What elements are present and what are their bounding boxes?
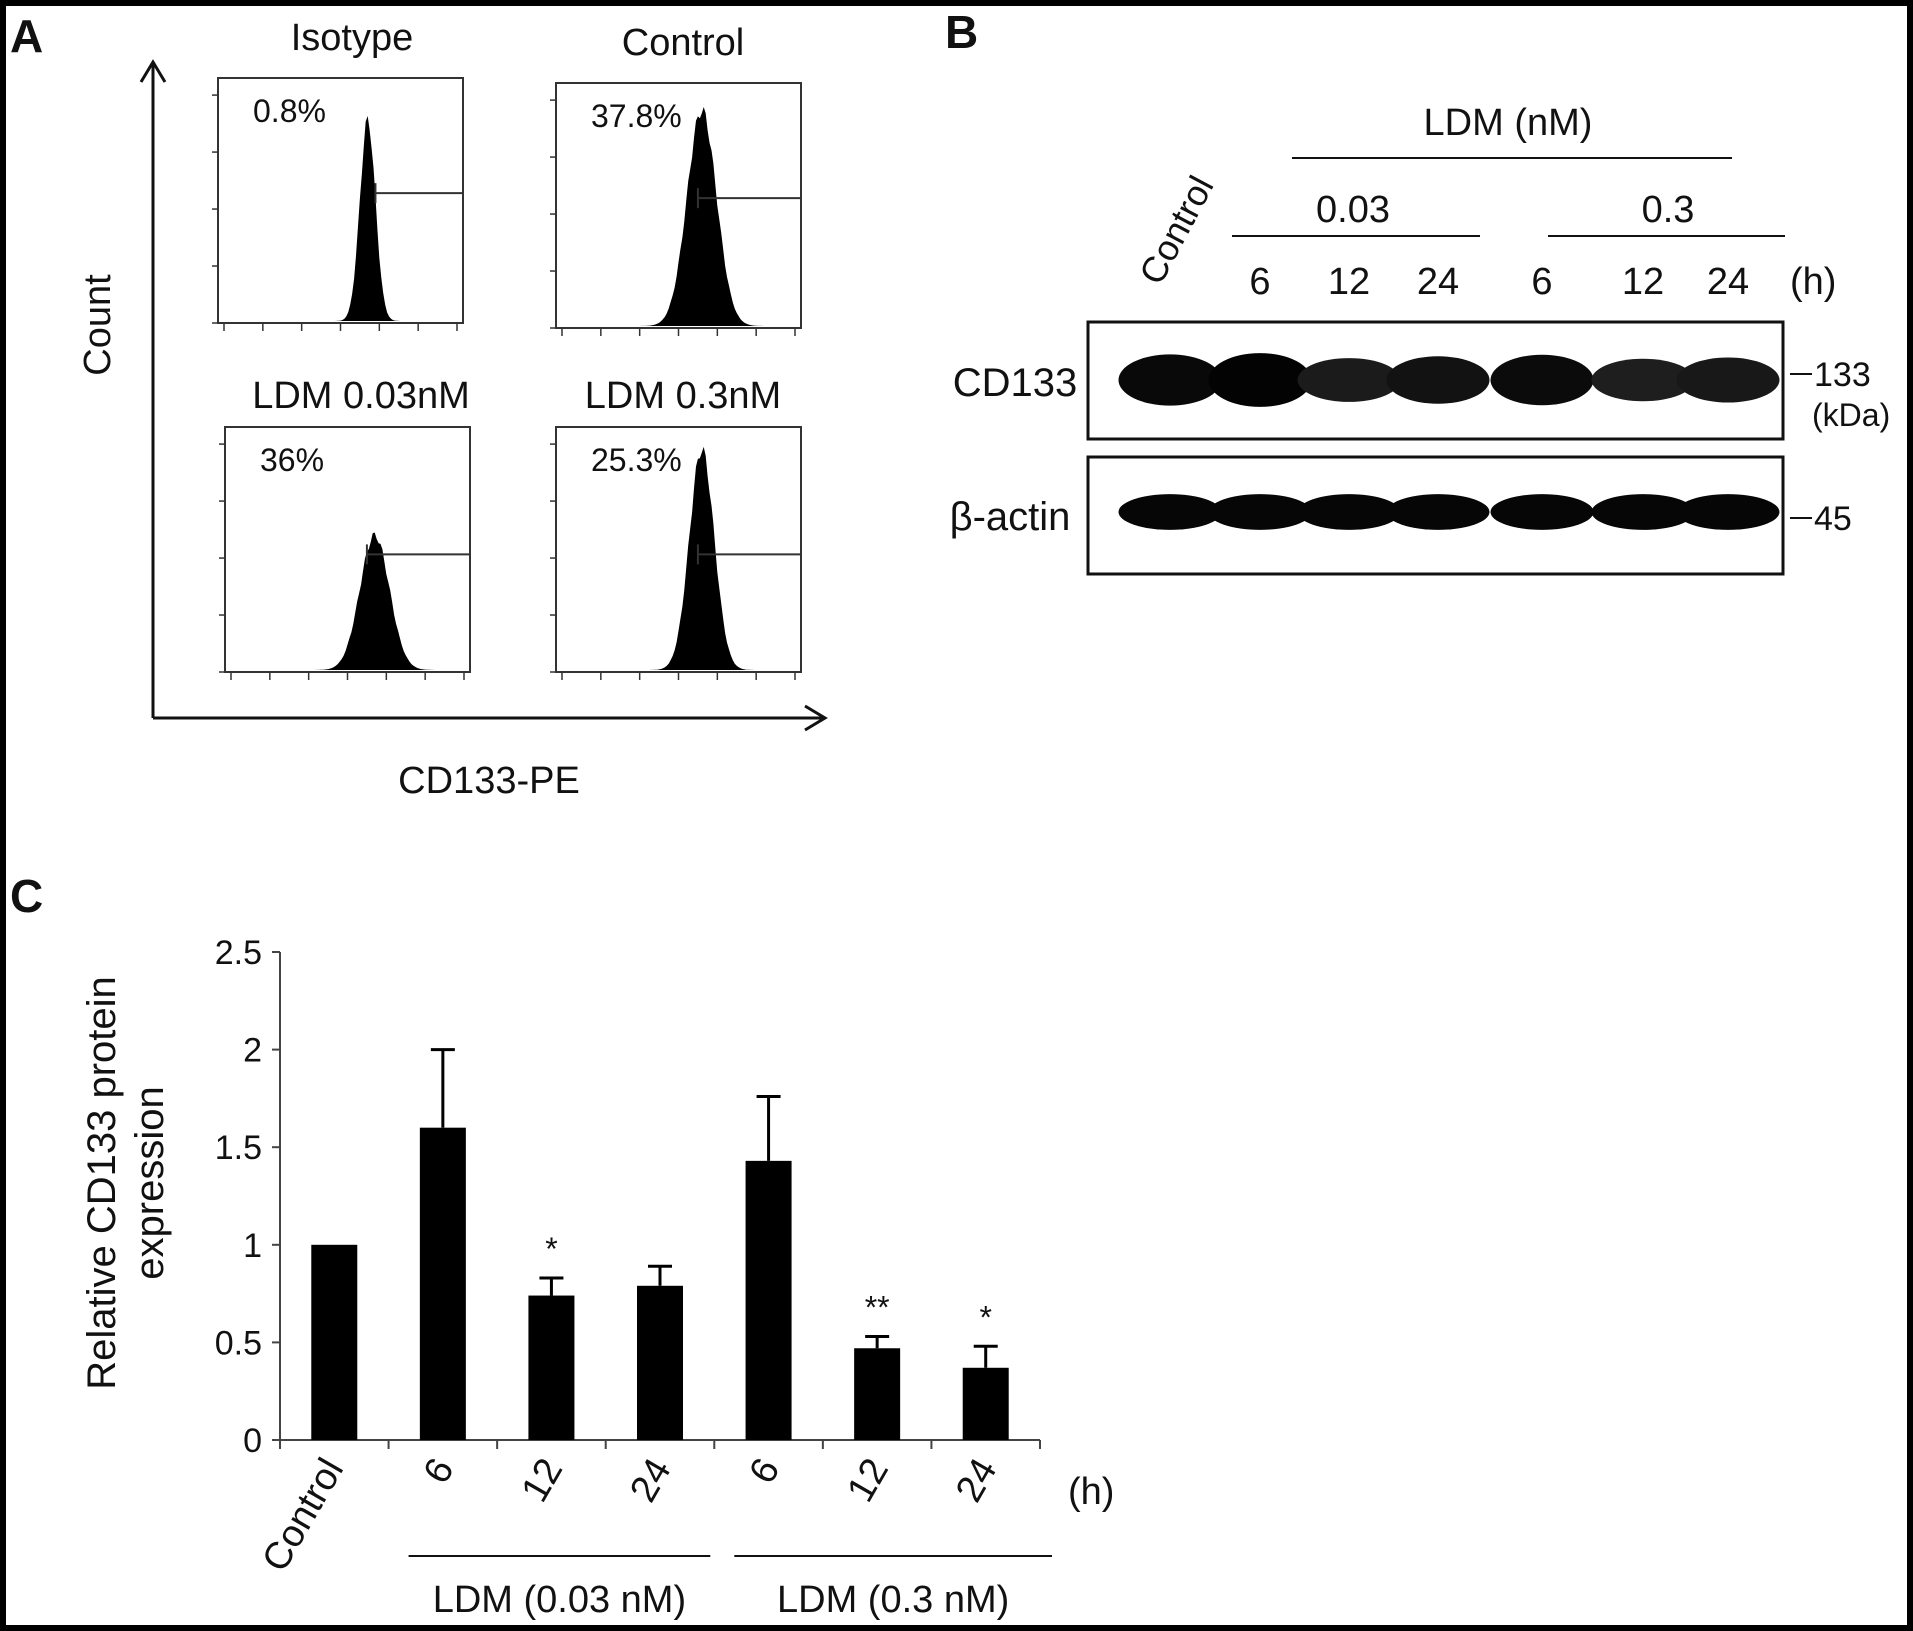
histogram-3: LDM 0.3nM 25.3%: [550, 375, 802, 680]
significance-marker: *: [979, 1299, 991, 1335]
histogram-frame: [224, 426, 471, 673]
chart-y-tick-label: 0: [243, 1422, 262, 1460]
panel-b: LDM (nM) 0.03 0.3 Control 6 12 24 6 12 24 (h)…: [950, 102, 1890, 576]
cd133-band: [1386, 356, 1490, 404]
dose-label-0: 0.03: [1316, 189, 1390, 231]
bar: [419, 1127, 466, 1440]
histogram-frame: [217, 77, 464, 324]
chart-y-tick-label: 0.5: [215, 1324, 262, 1362]
lane-timepoint-label: 12: [1328, 261, 1370, 303]
chart-ylabel-line2: expression: [128, 1086, 172, 1279]
lane-labels: 6 12 24 6 12 24: [1249, 261, 1749, 303]
lane-timepoint-label: 6: [1249, 261, 1270, 303]
chart-y-tick-label: 2.5: [215, 934, 262, 972]
cd133-band: [1297, 358, 1401, 402]
lane-timepoint-label: 24: [1707, 261, 1749, 303]
histogram-title: LDM 0.03nM: [252, 375, 470, 417]
panel-label-b: B: [945, 6, 978, 58]
marker-45: 45: [1814, 500, 1852, 538]
group-bracket-label: LDM (0.03 nM): [433, 1579, 686, 1621]
histogram-title: LDM 0.3nM: [585, 375, 781, 417]
bar: [637, 1285, 683, 1440]
dose-label-1: 0.3: [1642, 189, 1695, 231]
cd133-band: [1591, 358, 1695, 402]
chart-ylabel-line1: Relative CD133 protein: [80, 976, 124, 1390]
significance-marker: *: [545, 1231, 557, 1267]
actin-band: [1208, 494, 1312, 530]
actin-band: [1386, 494, 1490, 530]
histogram-percent: 36%: [260, 442, 324, 478]
histogram-title: Isotype: [291, 17, 414, 59]
cd133-row-label: CD133: [953, 361, 1078, 405]
actin-band: [1297, 494, 1401, 530]
bar: [854, 1348, 901, 1440]
histogram-distribution: [562, 107, 795, 326]
cd133-band: [1208, 353, 1312, 407]
lane-timepoint-label: 6: [1531, 261, 1552, 303]
cd133-pe-axis-label: CD133-PE: [398, 760, 580, 802]
histogram-2: LDM 0.03nM 36%: [219, 375, 471, 680]
blot-bands: [1118, 353, 1780, 530]
bar: [962, 1367, 1009, 1440]
group-bracket-label: LDM (0.3 nM): [777, 1579, 1009, 1621]
histogram-1: Control 37.8%: [550, 22, 802, 336]
cd133-pe-axis-arrowhead: [804, 704, 828, 732]
marker-unit: (kDa): [1812, 397, 1890, 433]
count-axis-label: Count: [77, 274, 119, 376]
histogram-percent: 0.8%: [253, 93, 326, 129]
actin-band: [1118, 494, 1222, 530]
actin-band: [1676, 494, 1780, 530]
panel-label-a: A: [10, 10, 43, 62]
cd133-band: [1490, 354, 1594, 406]
chart-time-unit: (h): [1068, 1471, 1114, 1513]
significance-marker: **: [865, 1290, 890, 1326]
panel-a: Count CD133-PE Isotype 0.8% Control 37.8% LD…: [77, 17, 828, 802]
marker-133: 133: [1814, 356, 1871, 394]
actin-band: [1490, 494, 1594, 530]
chart-y-tick-label: 1.5: [215, 1129, 262, 1167]
chart-y-tick-label: 2: [243, 1032, 262, 1070]
count-axis-arrowhead: [139, 59, 167, 83]
bar: [528, 1295, 575, 1440]
cd133-band: [1676, 357, 1780, 403]
chart-y-tick-label: 1: [243, 1227, 262, 1265]
actin-band: [1591, 494, 1695, 530]
panel-label-c: C: [10, 870, 43, 922]
bar: [745, 1160, 792, 1440]
bar: [311, 1244, 358, 1440]
lane-timepoint-label: 12: [1622, 261, 1664, 303]
histogram-percent: 25.3%: [591, 442, 682, 478]
lane-timepoint-label: 24: [1417, 261, 1459, 303]
histogram-title: Control: [622, 22, 745, 64]
histogram-percent: 37.8%: [591, 98, 682, 134]
actin-row-label: β-actin: [950, 495, 1071, 539]
histogram-0: Isotype 0.8%: [212, 17, 464, 331]
time-unit-label: (h): [1790, 261, 1836, 303]
cd133-band: [1118, 354, 1222, 406]
ldm-group-label: LDM (nM): [1424, 102, 1593, 144]
